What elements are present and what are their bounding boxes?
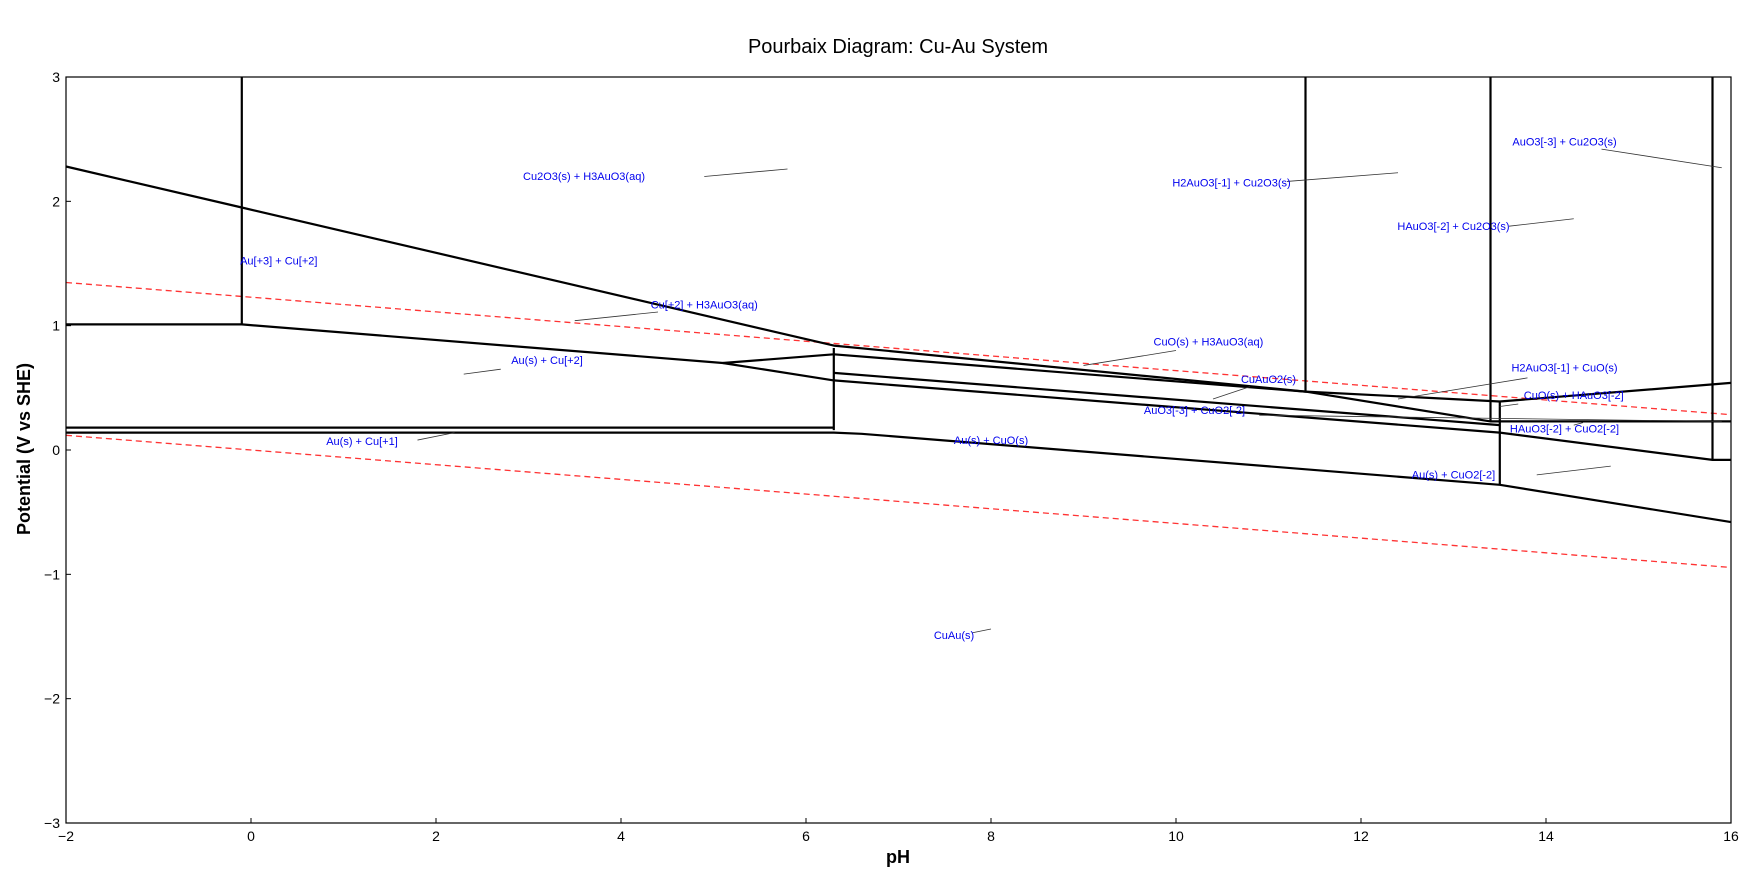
region-label-16: Au(s) + CuO2[-2] — [1412, 470, 1495, 482]
region-leader-line-15 — [1573, 422, 1584, 426]
region-leader-line-7 — [1083, 350, 1177, 366]
y-tick-label-4: 1 — [52, 318, 60, 334]
region-label-15: HAuO3[-2] + CuO2[-2] — [1510, 424, 1619, 436]
region-leader-line-12 — [1601, 148, 1722, 169]
region-label-6: CuAu(s) — [934, 630, 974, 642]
x-tick-label-0: −2 — [58, 828, 74, 844]
region-label-1: Au[+3] + Cu[+2] — [240, 256, 317, 268]
x-tick-label-3: 4 — [617, 828, 625, 844]
boundary-line-0 — [65, 165, 1732, 403]
region-label-5: Au(s) + CuO(s) — [954, 435, 1028, 447]
boundary-line-7 — [833, 371, 1500, 427]
water-stability-lines — [65, 281, 1732, 569]
x-tick-label-4: 6 — [802, 828, 810, 844]
water-line-1 — [65, 434, 1732, 569]
region-leader-line-9 — [1259, 414, 1722, 422]
region-labels: Cu2O3(s) + H3AuO3(aq) Au[+3] + Cu[+2] Cu[+… — [240, 136, 1722, 642]
region-label-9: AuO3[-3] + CuO2[-2] — [1144, 405, 1245, 417]
y-tick-label-6: 3 — [52, 69, 60, 85]
x-tick-label-6: 10 — [1168, 828, 1184, 844]
x-axis-label: pH — [886, 847, 910, 867]
region-leader-line-11 — [1508, 218, 1574, 227]
region-leader-line-4 — [417, 432, 455, 441]
region-leader-line-3 — [463, 368, 501, 375]
region-leader-line-8 — [1212, 386, 1251, 400]
boundary-line-6 — [66, 431, 1732, 524]
region-leader-line-10 — [1286, 172, 1399, 182]
region-label-4: Au(s) + Cu[+1] — [326, 436, 398, 448]
region-leader-line-14 — [1499, 403, 1519, 407]
region-label-10: H2AuO3[-1] + Cu2O3(s) — [1172, 177, 1290, 189]
region-label-11: HAuO3[-2] + Cu2O3(s) — [1397, 221, 1509, 233]
phase-boundaries — [65, 77, 1732, 524]
y-tick-label-5: 2 — [52, 193, 60, 209]
region-label-0: Cu2O3(s) + H3AuO3(aq) — [523, 171, 645, 183]
region-label-3: Au(s) + Cu[+2] — [511, 355, 583, 367]
region-leader-line-6 — [972, 628, 992, 634]
region-leader-line-2 — [574, 311, 659, 322]
x-tick-label-2: 2 — [432, 828, 440, 844]
region-leader-line-0 — [704, 168, 788, 177]
region-label-8: CuAuO2(s) — [1241, 374, 1296, 386]
region-label-7: CuO(s) + H3AuO3(aq) — [1154, 337, 1264, 349]
region-label-2: Cu[+2] + H3AuO3(aq) — [651, 299, 758, 311]
x-tick-label-9: 16 — [1723, 828, 1739, 844]
chart-title: Pourbaix Diagram: Cu-Au System — [748, 36, 1048, 58]
region-label-14: CuO(s) + HAuO3[-2] — [1524, 390, 1624, 402]
x-tick-label-1: 0 — [247, 828, 255, 844]
y-axis-label: Potential (V vs SHE) — [14, 363, 34, 535]
region-label-13: H2AuO3[-1] + CuO(s) — [1511, 363, 1617, 375]
y-tick-label-3: 0 — [52, 442, 60, 458]
x-tick-label-8: 14 — [1538, 828, 1554, 844]
y-tick-label-1: −2 — [44, 691, 60, 707]
y-tick-label-2: −1 — [44, 566, 60, 582]
x-tick-label-7: 12 — [1353, 828, 1369, 844]
region-leader-line-13 — [1397, 377, 1528, 400]
x-tick-label-5: 8 — [987, 828, 995, 844]
water-line-0 — [65, 281, 1732, 416]
y-tick-label-0: −3 — [44, 815, 60, 831]
region-leader-line-16 — [1536, 465, 1611, 476]
region-label-12: AuO3[-3] + Cu2O3(s) — [1512, 136, 1616, 148]
